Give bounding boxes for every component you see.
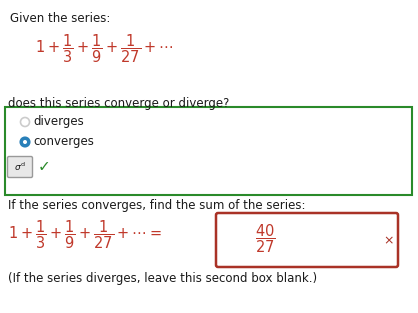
Circle shape xyxy=(23,140,27,144)
Text: does this series converge or diverge?: does this series converge or diverge? xyxy=(8,97,229,110)
Text: $\times$: $\times$ xyxy=(382,234,393,248)
Text: converges: converges xyxy=(33,136,94,148)
Text: diverges: diverges xyxy=(33,115,84,129)
Text: $\sigma^\mathsf{d}$: $\sigma^\mathsf{d}$ xyxy=(14,161,26,173)
Text: $1 + \dfrac{1}{3} + \dfrac{1}{9} + \dfrac{1}{27} + \cdots$: $1 + \dfrac{1}{3} + \dfrac{1}{9} + \dfra… xyxy=(35,32,174,64)
Text: Given the series:: Given the series: xyxy=(10,12,110,25)
Circle shape xyxy=(20,117,30,126)
Text: If the series converges, find the sum of the series:: If the series converges, find the sum of… xyxy=(8,199,306,212)
FancyBboxPatch shape xyxy=(216,213,398,267)
Circle shape xyxy=(20,137,30,146)
Text: (If the series diverges, leave this second box blank.): (If the series diverges, leave this seco… xyxy=(8,272,317,285)
FancyBboxPatch shape xyxy=(5,107,412,195)
Text: ✓: ✓ xyxy=(38,160,51,175)
Text: $\dfrac{40}{27}$: $\dfrac{40}{27}$ xyxy=(255,222,275,254)
Text: $1 + \dfrac{1}{3} + \dfrac{1}{9} + \dfrac{1}{27} + \cdots =$: $1 + \dfrac{1}{3} + \dfrac{1}{9} + \dfra… xyxy=(8,218,162,251)
FancyBboxPatch shape xyxy=(8,156,33,177)
